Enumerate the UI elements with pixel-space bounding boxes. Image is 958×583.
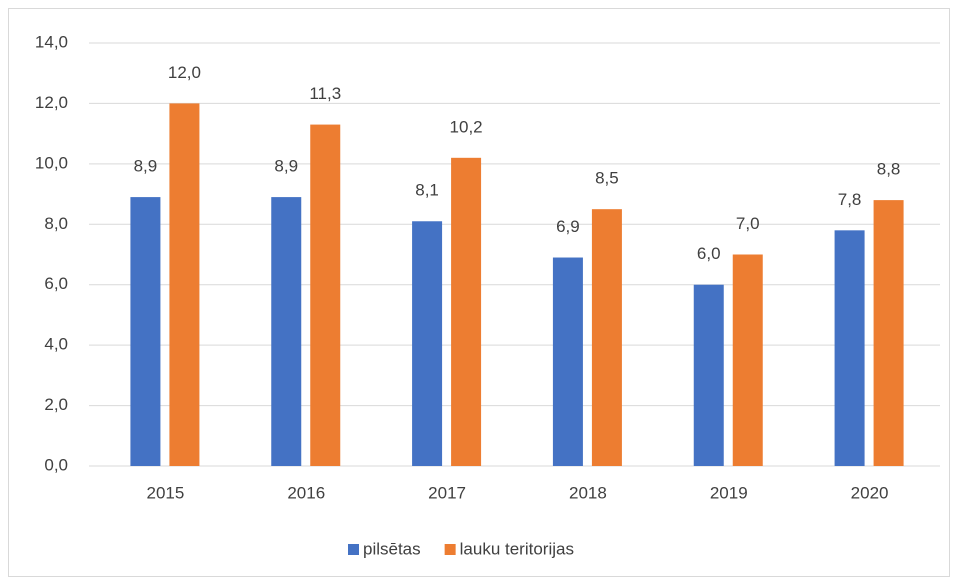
bar bbox=[693, 284, 724, 466]
bar bbox=[834, 230, 865, 466]
y-tick-label: 14,0 bbox=[35, 32, 68, 51]
data-label: 11,3 bbox=[309, 84, 341, 103]
data-label: 12,0 bbox=[168, 63, 201, 82]
data-label: 10,2 bbox=[450, 117, 483, 136]
legend-swatch bbox=[348, 544, 359, 555]
bar bbox=[451, 157, 482, 467]
x-tick-label: 2019 bbox=[710, 483, 748, 502]
data-label: 8,8 bbox=[877, 160, 901, 179]
bar bbox=[591, 209, 622, 466]
data-label: 8,5 bbox=[595, 169, 619, 188]
data-label: 8,1 bbox=[415, 181, 439, 200]
y-tick-label: 12,0 bbox=[35, 93, 68, 112]
data-label: 6,0 bbox=[697, 244, 721, 263]
legend-swatch bbox=[444, 544, 456, 555]
y-tick-label: 8,0 bbox=[44, 214, 68, 233]
legend-label: pilsētas bbox=[363, 539, 421, 558]
y-tick-label: 0,0 bbox=[44, 455, 68, 474]
y-tick-label: 6,0 bbox=[44, 274, 68, 293]
bar bbox=[169, 103, 200, 466]
data-label: 8,9 bbox=[274, 157, 298, 176]
bar bbox=[412, 221, 443, 466]
x-tick-label: 2015 bbox=[147, 483, 185, 502]
y-tick-label: 2,0 bbox=[44, 395, 68, 414]
x-tick-label: 2016 bbox=[287, 483, 325, 502]
legend-label: lauku teritorijas bbox=[460, 539, 574, 558]
y-tick-label: 10,0 bbox=[35, 153, 68, 172]
data-label: 6,9 bbox=[556, 217, 580, 236]
data-label: 8,9 bbox=[134, 157, 158, 176]
bar bbox=[552, 257, 583, 466]
bar bbox=[310, 124, 341, 466]
data-label: 7,0 bbox=[736, 214, 760, 233]
x-tick-label: 2017 bbox=[428, 483, 466, 502]
data-label: 7,8 bbox=[838, 190, 862, 209]
y-tick-label: 4,0 bbox=[44, 335, 68, 354]
bar bbox=[271, 197, 302, 467]
bar bbox=[873, 200, 904, 466]
bar bbox=[130, 197, 161, 467]
x-tick-label: 2020 bbox=[851, 483, 889, 502]
x-tick-label: 2018 bbox=[569, 483, 607, 502]
bar bbox=[732, 254, 763, 466]
